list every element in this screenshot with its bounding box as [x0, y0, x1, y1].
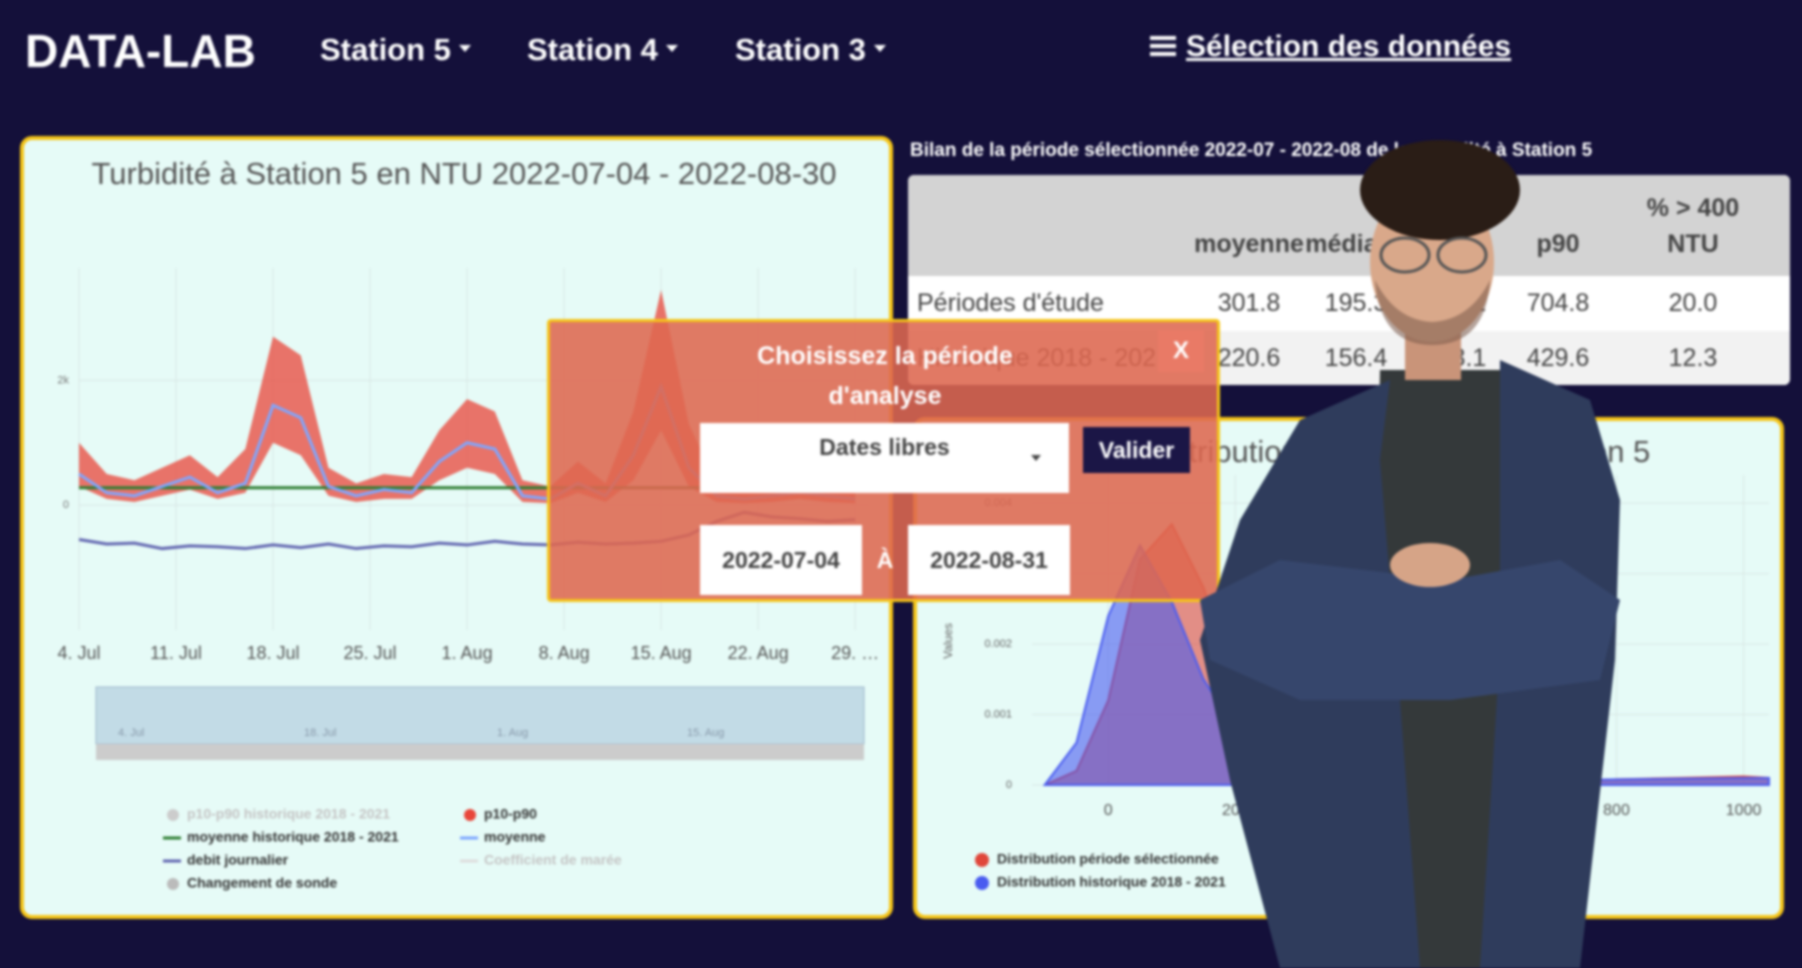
- x-tick-label: 22. Aug: [728, 643, 789, 663]
- menu-station[interactable]: Station 5: [320, 32, 471, 68]
- table-header: [908, 175, 1790, 276]
- legend-label: Changement de sonde: [187, 875, 337, 891]
- close-button[interactable]: X: [1158, 330, 1204, 372]
- menu-icon: [1150, 36, 1176, 56]
- x-tick-label: 18. Jul: [247, 643, 300, 663]
- y-tick-label: 0: [1006, 779, 1012, 791]
- beard: [1375, 280, 1490, 345]
- y-axis-label: Values: [941, 623, 955, 659]
- y-tick-label: 0.001: [984, 708, 1012, 720]
- legend-symbol: [167, 809, 179, 821]
- validate-button[interactable]: Valider: [1083, 427, 1190, 473]
- x-tick-label: 1000: [1726, 802, 1762, 819]
- glasses: [1379, 236, 1431, 274]
- date-separator: À: [876, 547, 894, 573]
- x-tick-label: 25. Jul: [344, 643, 397, 663]
- data-selection-link[interactable]: Sélection des données: [1150, 30, 1511, 64]
- table-cell: 220.6: [1217, 344, 1281, 372]
- table-cell: 20.0: [1668, 289, 1718, 317]
- legend-label: Coefficient de marée: [484, 852, 622, 868]
- end-date-input[interactable]: 2022-08-31: [908, 525, 1070, 595]
- column-header: moyenne: [1194, 230, 1304, 258]
- period-select[interactable]: Dates libres: [700, 423, 1069, 493]
- glasses: [1436, 236, 1488, 274]
- x-tick-label: 1. Aug: [442, 643, 493, 663]
- navigator-label: 4. Jul: [118, 727, 144, 739]
- table-cell: 301.8: [1217, 289, 1281, 317]
- x-tick-label: 15. Aug: [631, 643, 692, 663]
- chart-title: Turbidité à Station 5 en NTU 2022-07-04 …: [91, 156, 837, 191]
- navigator-label: 15. Aug: [687, 727, 724, 739]
- table-cell: 156.4: [1324, 344, 1388, 372]
- legend-symbol: [464, 809, 476, 821]
- hand: [1390, 543, 1470, 587]
- dialog-title: Choisissez la période d'analyse: [757, 342, 1013, 410]
- selection-text[interactable]: Sélection des données: [1186, 30, 1512, 63]
- legend-symbol: [975, 853, 989, 867]
- navigator-label: 1. Aug: [497, 727, 528, 739]
- table-cell: 704.8: [1526, 289, 1590, 317]
- legend-label: moyenne: [484, 829, 546, 845]
- menu-station[interactable]: Station 3: [735, 32, 886, 68]
- period-dialog: Choisissez la période d'analyse X Dates …: [547, 319, 1220, 602]
- column-header: % > 400 NTU: [1646, 194, 1740, 258]
- hair: [1360, 140, 1520, 240]
- y-tick-label: 0.002: [984, 638, 1012, 650]
- x-tick-label: 29. …: [831, 643, 879, 663]
- x-tick-label: 4. Jul: [57, 643, 100, 663]
- x-tick-label: 800: [1603, 802, 1630, 819]
- legend-label: moyenne historique 2018 - 2021: [187, 829, 399, 845]
- row-label: Périodes d'étude: [917, 289, 1104, 317]
- navigator-scrollbar: [96, 744, 864, 760]
- menu-station[interactable]: Station 4: [527, 32, 678, 68]
- y-tick-label: 0: [63, 499, 69, 511]
- legend-symbol: [975, 876, 989, 890]
- table-cell: 12.3: [1668, 344, 1718, 372]
- x-tick-label: 8. Aug: [539, 643, 590, 663]
- legend-label: Distribution période sélectionnée: [997, 851, 1219, 867]
- start-date-input[interactable]: 2022-07-04: [700, 525, 862, 595]
- legend-label: p10-p90 historique 2018 - 2021: [187, 806, 390, 822]
- legend-label: p10-p90: [484, 806, 537, 822]
- navigator-label: 18. Jul: [304, 727, 336, 739]
- table-cell: 429.6: [1526, 344, 1590, 372]
- legend-symbol: [167, 878, 179, 890]
- x-tick-label: 11. Jul: [150, 643, 202, 663]
- crossed-arms: [1200, 560, 1620, 700]
- legend-label: debit journalier: [187, 852, 289, 868]
- y-tick-label: 2k: [57, 374, 69, 386]
- legend-label: Distribution historique 2018 - 2021: [997, 874, 1226, 890]
- x-tick-label: 0: [1104, 802, 1113, 819]
- brand[interactable]: DATA-LAB: [25, 25, 256, 77]
- column-header: p90: [1536, 230, 1580, 258]
